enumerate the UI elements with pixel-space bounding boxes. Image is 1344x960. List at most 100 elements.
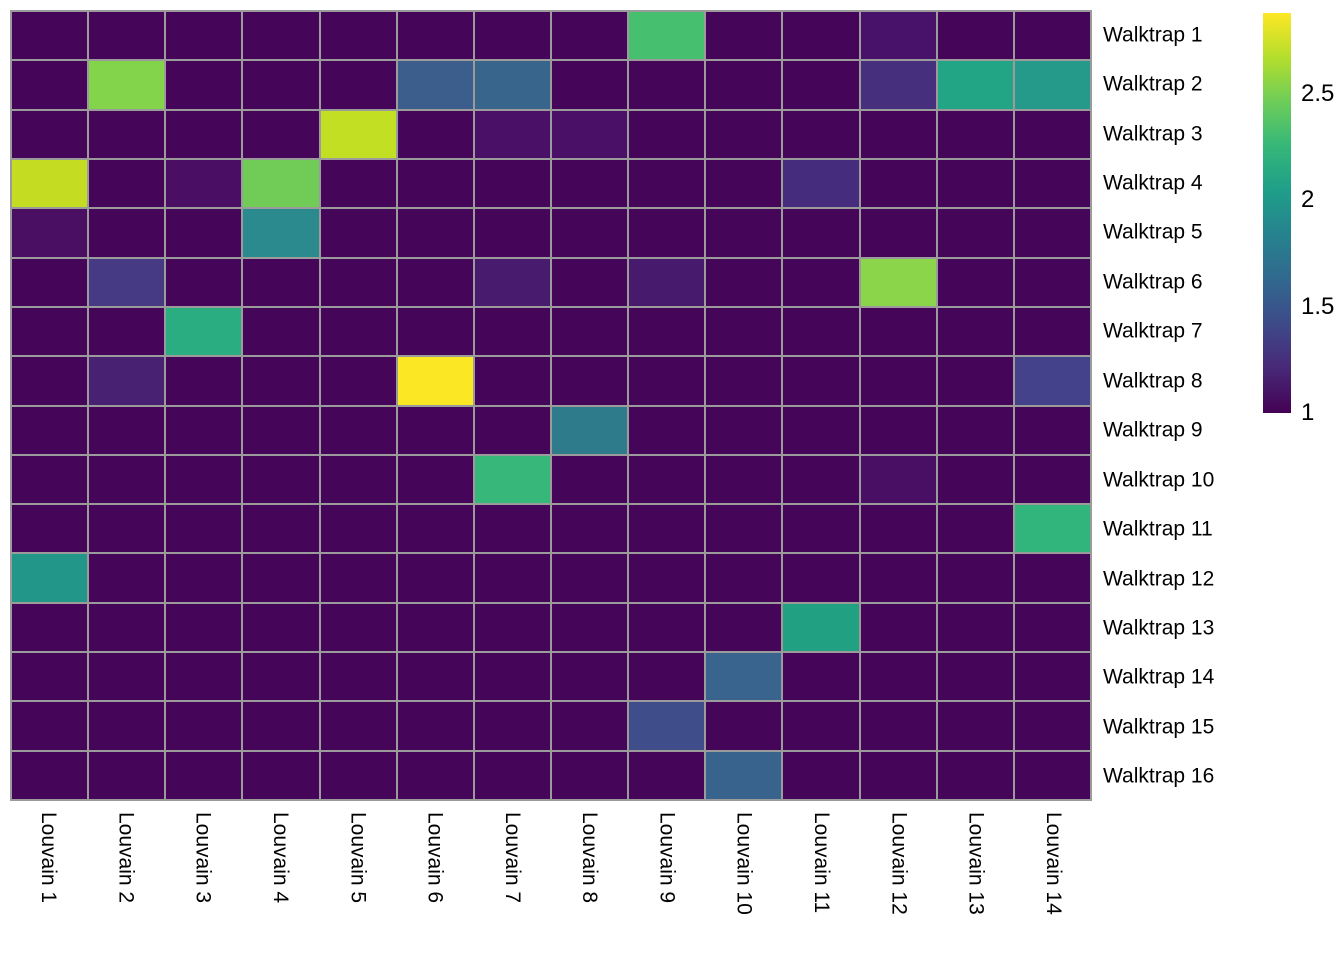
heatmap-cell — [552, 110, 628, 158]
heatmap-cell — [783, 603, 859, 652]
heatmap-cell — [937, 357, 1013, 405]
heatmap-cell — [243, 505, 319, 553]
y-axis-label: Walktrap 4 — [1103, 171, 1203, 195]
heatmap-cell — [243, 258, 319, 306]
heatmap-cell — [397, 307, 473, 356]
heatmap-cell — [629, 603, 705, 652]
heatmap-grid — [10, 10, 1092, 801]
heatmap-cell — [860, 455, 936, 504]
heatmap-cell — [243, 110, 319, 158]
heatmap-cell — [629, 209, 705, 257]
heatmap-cell — [706, 751, 782, 799]
heatmap-cell — [166, 209, 242, 257]
heatmap-cell — [860, 702, 936, 750]
heatmap-cell — [1014, 505, 1090, 553]
heatmap-cell — [12, 12, 88, 60]
heatmap-cell — [166, 12, 242, 60]
heatmap-cell — [320, 751, 396, 799]
heatmap-cell — [89, 455, 165, 504]
heatmap-cell — [783, 209, 859, 257]
heatmap-cell — [783, 357, 859, 405]
heatmap-cell — [937, 61, 1013, 109]
heatmap-cell — [860, 159, 936, 208]
heatmap-cell — [860, 751, 936, 799]
heatmap-cell — [1014, 653, 1090, 701]
y-axis-label: Walktrap 12 — [1103, 567, 1215, 591]
heatmap-cell — [89, 258, 165, 306]
heatmap-cell — [937, 307, 1013, 356]
heatmap-cell — [397, 603, 473, 652]
heatmap-cell — [552, 209, 628, 257]
heatmap-cell — [12, 159, 88, 208]
heatmap-cell — [937, 702, 1013, 750]
heatmap-cell — [860, 258, 936, 306]
heatmap-cell — [552, 307, 628, 356]
heatmap-cell — [474, 603, 550, 652]
x-axis-label: Louvain 6 — [423, 812, 447, 904]
heatmap-cell — [629, 110, 705, 158]
heatmap-cell — [89, 357, 165, 405]
heatmap-cell — [706, 505, 782, 553]
heatmap-cell — [12, 751, 88, 799]
y-axis-label: Walktrap 16 — [1103, 764, 1215, 788]
heatmap-cell — [1014, 455, 1090, 504]
heatmap-cell — [166, 307, 242, 356]
y-axis-label: Walktrap 1 — [1103, 23, 1203, 47]
heatmap-cell — [783, 61, 859, 109]
heatmap-cell — [89, 603, 165, 652]
heatmap-cell — [243, 61, 319, 109]
heatmap-cell — [706, 12, 782, 60]
x-axis-label: Louvain 12 — [887, 812, 911, 915]
heatmap-cell — [1014, 258, 1090, 306]
x-axis-label: Louvain 14 — [1041, 812, 1065, 915]
y-axis-label: Walktrap 10 — [1103, 468, 1215, 492]
heatmap-cell — [937, 406, 1013, 454]
heatmap-cell — [320, 61, 396, 109]
heatmap-cell — [860, 12, 936, 60]
heatmap-cell — [937, 505, 1013, 553]
heatmap-cell — [12, 61, 88, 109]
heatmap-cell — [552, 406, 628, 454]
heatmap-cell — [474, 110, 550, 158]
heatmap-cell — [860, 307, 936, 356]
y-axis-label: Walktrap 13 — [1103, 616, 1215, 640]
heatmap-cell — [1014, 159, 1090, 208]
heatmap-cell — [860, 554, 936, 602]
heatmap-cell — [89, 554, 165, 602]
heatmap-cell — [629, 357, 705, 405]
heatmap-cell — [474, 554, 550, 602]
heatmap-cell — [12, 307, 88, 356]
y-axis-label: Walktrap 7 — [1103, 319, 1203, 343]
heatmap-cell — [320, 209, 396, 257]
heatmap-cell — [629, 258, 705, 306]
heatmap-cell — [397, 159, 473, 208]
colorbar — [1263, 13, 1291, 413]
heatmap-cell — [166, 159, 242, 208]
heatmap-cell — [783, 455, 859, 504]
heatmap-cell — [243, 653, 319, 701]
heatmap-cell — [860, 406, 936, 454]
heatmap-cell — [783, 159, 859, 208]
heatmap-cell — [706, 61, 782, 109]
heatmap-cell — [320, 653, 396, 701]
heatmap-cell — [706, 357, 782, 405]
heatmap-cell — [552, 554, 628, 602]
x-axis-label: Louvain 13 — [964, 812, 988, 915]
heatmap-cell — [397, 702, 473, 750]
heatmap-cell — [552, 357, 628, 405]
heatmap-cell — [320, 603, 396, 652]
heatmap-cell — [783, 505, 859, 553]
heatmap-cell — [783, 307, 859, 356]
heatmap-cell — [397, 258, 473, 306]
heatmap-cell — [12, 603, 88, 652]
heatmap-cell — [474, 653, 550, 701]
heatmap-cell — [166, 455, 242, 504]
heatmap-cell — [397, 455, 473, 504]
x-axis-label: Louvain 7 — [500, 812, 524, 904]
heatmap-cell — [706, 653, 782, 701]
heatmap-cell — [474, 702, 550, 750]
heatmap-cell — [89, 505, 165, 553]
x-axis-label: Louvain 3 — [191, 812, 215, 904]
heatmap-cell — [860, 110, 936, 158]
y-axis-label: Walktrap 6 — [1103, 270, 1203, 294]
